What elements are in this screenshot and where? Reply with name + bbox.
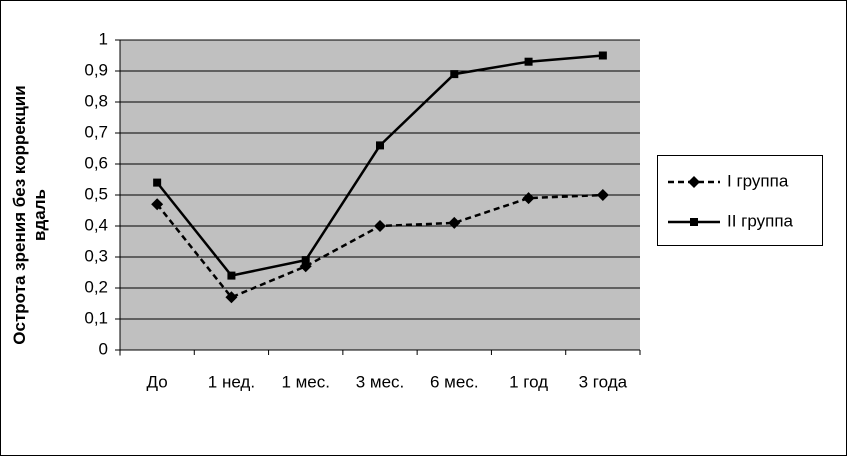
y-tick-label: 0	[99, 339, 108, 358]
legend-box	[657, 155, 823, 246]
legend-label: I группа	[727, 171, 789, 190]
y-tick-label: 0,3	[84, 246, 108, 265]
marker	[522, 192, 535, 205]
x-tick-label: 3 года	[579, 372, 628, 391]
marker	[598, 51, 607, 60]
legend-marker	[688, 176, 700, 188]
marker	[153, 178, 162, 187]
marker	[524, 57, 533, 66]
y-tick-label: 1	[99, 29, 108, 48]
marker	[374, 220, 386, 232]
legend-label: II группа	[727, 211, 794, 230]
marker	[596, 189, 609, 201]
marker	[225, 291, 238, 304]
marker	[151, 198, 164, 211]
legend-marker	[690, 218, 698, 226]
x-tick-label: 1 нед.	[208, 372, 255, 391]
marker	[376, 141, 384, 150]
y-tick-label: 0,7	[84, 122, 108, 141]
marker	[301, 256, 310, 265]
y-tick-label: 0,5	[84, 184, 108, 203]
marker	[227, 271, 236, 280]
x-tick-label: 3 мес.	[356, 372, 405, 391]
y-tick-label: 0,1	[84, 308, 108, 327]
y-tick-label: 0,2	[84, 277, 108, 296]
y-tick-label: 0,9	[84, 60, 108, 79]
x-tick-label: 1 мес.	[281, 372, 330, 391]
marker	[448, 216, 461, 229]
x-tick-label: 1 год	[509, 372, 548, 391]
x-tick-label: До	[147, 372, 168, 391]
y-tick-label: 0,4	[84, 215, 108, 234]
x-tick-label: 6 мес.	[430, 372, 479, 391]
marker	[450, 70, 459, 79]
y-axis-label: Острота зрения без коррекции вдаль	[10, 85, 49, 345]
y-tick-label: 0,6	[84, 153, 108, 172]
y-tick-label: 0,8	[84, 91, 108, 110]
